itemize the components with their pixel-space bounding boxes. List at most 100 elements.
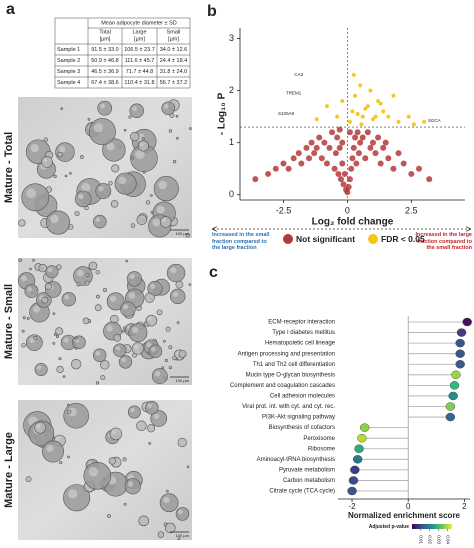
adipocyte [161, 101, 176, 116]
adipocyte [186, 465, 190, 469]
adipocyte-highlight [64, 294, 70, 300]
adipocyte-highlight [100, 103, 106, 109]
point [352, 134, 359, 141]
column-unit: [µm] [134, 36, 145, 42]
point [426, 176, 433, 183]
adipocyte [145, 400, 159, 415]
category-label: Carbon metabolism [283, 478, 335, 484]
adipocyte [177, 437, 187, 448]
significant-point [381, 109, 386, 114]
adipocyte [107, 514, 111, 518]
adipocyte [84, 280, 90, 286]
lollipop-dot [359, 423, 370, 432]
table-cell: 91.5 ± 33.0 [91, 47, 118, 53]
significant-point [350, 109, 355, 114]
adipocyte [63, 402, 89, 429]
adipocyte-highlight [95, 217, 101, 222]
adipocyte [114, 172, 137, 195]
y-tick-label: 1 [229, 137, 234, 147]
x-tick-label: -2 [348, 502, 356, 511]
category-label: Hematopoietic cell lineage [265, 341, 336, 347]
adipocyte-highlight [46, 444, 54, 453]
x-axis-label: Log₂ fold change [312, 217, 394, 228]
significant-point [314, 117, 319, 122]
adipocyte [52, 312, 56, 316]
adipocyte [131, 342, 144, 355]
adipocyte-highlight [164, 104, 169, 109]
table-cell: 46.5 ± 36.9 [91, 69, 118, 75]
adipocyte-highlight [26, 188, 36, 198]
significant-point [422, 119, 427, 124]
adipocyte [109, 427, 123, 441]
direction-note: Increased in the small fraction compared… [212, 232, 269, 251]
column-unit: [µm] [168, 36, 179, 42]
adipocyte [122, 326, 127, 330]
adipocyte [164, 358, 168, 363]
point [385, 155, 392, 162]
adipocyte-highlight [21, 275, 27, 282]
adipocyte-highlight [147, 317, 152, 321]
scale-label: 100 µm [176, 533, 190, 538]
adipocyte-highlight [76, 269, 84, 277]
adipocyte [95, 269, 100, 275]
adipocyte [124, 478, 141, 495]
adipocyte-highlight [127, 481, 134, 487]
adipocyte-highlight [118, 176, 127, 185]
point [390, 165, 397, 172]
adipocyte-highlight [123, 304, 129, 310]
point [285, 165, 292, 172]
point [346, 176, 353, 183]
adipocyte [61, 292, 76, 307]
adipocyte [94, 304, 102, 312]
point [298, 160, 305, 167]
adipocyte [74, 211, 80, 217]
point [339, 139, 346, 146]
adipocyte [62, 375, 66, 378]
category-label: Ribosome [308, 446, 336, 452]
adipocyte [21, 343, 26, 348]
category-label: Peroxisome [303, 436, 335, 442]
adipocyte [159, 216, 172, 228]
adipocyte [38, 263, 48, 273]
category-label: Complement and coagulation cascades [230, 383, 335, 389]
adipocyte [122, 329, 125, 333]
adipocyte [21, 183, 50, 212]
adipocyte-highlight [151, 347, 156, 352]
adipocyte [88, 118, 116, 146]
point [313, 144, 320, 151]
category-label: Aminoacyl-tRNA biosynthesis [257, 457, 335, 463]
adipocyte [176, 136, 179, 140]
point [415, 165, 422, 172]
adipocyte [67, 455, 70, 459]
point [341, 170, 348, 177]
point [337, 176, 344, 183]
adipocyte [189, 127, 192, 130]
adipocyte [175, 507, 190, 521]
adipocyte [127, 405, 141, 419]
significant-point [340, 98, 345, 103]
point [290, 155, 297, 162]
adipocyte-highlight [178, 509, 183, 515]
column-header: Total [99, 29, 111, 35]
adipocyte-highlight [121, 357, 126, 363]
adipocyte [57, 151, 63, 158]
lollipop-dot [445, 402, 456, 411]
adipocyte-highlight [30, 143, 39, 153]
gene-label: S100A8 [278, 111, 295, 116]
adipocyte [34, 421, 47, 434]
adipocyte [87, 118, 91, 121]
adipocyte [145, 200, 151, 205]
adipocyte [43, 137, 49, 142]
adipocyte [76, 282, 81, 287]
adipocyte-highlight [156, 205, 165, 214]
point [362, 155, 369, 162]
significant-point [386, 114, 391, 119]
point [252, 176, 259, 183]
x-tick-label: 2.5 [405, 205, 418, 215]
adipocyte [118, 355, 133, 369]
scale-label: 100 µm [176, 231, 190, 236]
significant-point [365, 104, 370, 109]
adipocyte [108, 457, 116, 465]
adipocyte [185, 233, 190, 238]
point [344, 189, 351, 196]
